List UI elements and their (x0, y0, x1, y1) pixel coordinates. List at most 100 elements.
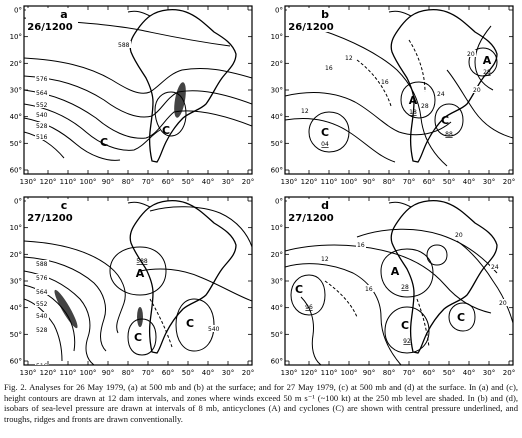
contour-label: 12 (321, 256, 329, 263)
central-america-coastline (388, 201, 412, 208)
latitude-label: 60° (271, 167, 283, 175)
contour-label: 576 (36, 275, 48, 282)
contour-label: 588 (36, 261, 48, 268)
panel-letter: d (321, 199, 329, 212)
longitude-label: 130° (281, 178, 298, 186)
contour-line (285, 92, 452, 136)
longitude-label: 100° (341, 178, 358, 186)
central-pressure: 18 (409, 109, 417, 116)
longitude-label: 110° (321, 369, 338, 377)
central-pressure: 88 (445, 131, 453, 138)
longitude-label: 110° (60, 178, 77, 186)
panel-letter: c (61, 199, 68, 212)
contour-line (149, 206, 252, 248)
longitude-label: 60° (162, 369, 174, 377)
central-pressure: 28 (401, 284, 409, 291)
cyclone-marker: C (134, 331, 142, 344)
contour-label: 528 (36, 123, 48, 130)
longitude-label: 90° (363, 178, 375, 186)
longitude-label: 50° (443, 369, 455, 377)
longitude-label: 80° (383, 178, 395, 186)
longitude-label: 50° (182, 369, 194, 377)
latitude-label: 10° (271, 33, 283, 41)
caption-text: Analyses for 26 May 1979, (a) at 500 mb … (4, 382, 518, 424)
latitude-label: 50° (271, 140, 283, 148)
longitude-label: 60° (162, 178, 174, 186)
longitude-label: 120° (301, 178, 318, 186)
contour-label: 16 (357, 242, 365, 249)
trough-line (324, 280, 358, 318)
closed-contour (448, 302, 476, 332)
latitude-label: 40° (271, 113, 283, 121)
caption-figure-label: Fig. 2. (4, 382, 27, 392)
longitude-label: 40° (463, 369, 475, 377)
central-pressure: 28 (483, 69, 491, 76)
longitude-label: 20° (242, 369, 254, 377)
longitude-label: 120° (40, 178, 57, 186)
latitude-label: 30° (271, 87, 283, 95)
longitude-label: 30° (483, 178, 495, 186)
contour-line (24, 103, 161, 151)
contour-line (24, 57, 252, 94)
latitude-label: 60° (271, 358, 283, 366)
cyclone-marker: C (162, 124, 170, 137)
contour-line (24, 256, 107, 352)
panel-b: 12 16 20 16 12 20 28 24 A A C C 28 18 04 88 b 26/1200 0° 10… (261, 0, 522, 191)
longitude-label: 40° (463, 178, 475, 186)
trough-line (149, 298, 173, 348)
latitude-label: 30° (271, 278, 283, 286)
longitude-label: 130° (20, 369, 37, 377)
longitude-label: 20° (503, 178, 515, 186)
longitude-label: 30° (222, 178, 234, 186)
longitude-label: 30° (222, 369, 234, 377)
panel-d: 12 16 20 24 16 20 C A C C 96 28 92 d 27/1200 0° 10° 20° 30… (261, 191, 522, 382)
central-pressure: 92 (403, 338, 411, 345)
contour-label: 12 (345, 55, 353, 62)
panel-letter: a (60, 8, 67, 21)
panel-time: 27/1200 (288, 213, 333, 224)
longitude-label: 120° (40, 369, 57, 377)
longitude-label: 20° (242, 178, 254, 186)
panel-time: 26/1200 (288, 22, 333, 33)
latitude-label: 10° (10, 33, 22, 41)
contour-line (24, 240, 126, 334)
latitude-label: 30° (10, 278, 22, 286)
contour-line (24, 270, 95, 365)
longitude-label: 70° (142, 369, 154, 377)
closed-contour (154, 91, 187, 137)
contour-label: 28 (421, 103, 429, 110)
cyclone-marker: C (457, 311, 465, 324)
contour-label: 564 (36, 289, 48, 296)
contour-line (356, 228, 498, 274)
latitude-label: 0° (275, 7, 283, 15)
trough-line (416, 298, 430, 348)
latitude-label: 50° (10, 331, 22, 339)
contour-line (300, 296, 322, 365)
contour-label: 540 (36, 112, 48, 119)
latitude-label: 40° (10, 113, 22, 121)
contour-label: 20 (473, 87, 481, 94)
central-pressure: 96 (305, 304, 313, 311)
south-america-coastline (129, 9, 237, 163)
contour-line (456, 240, 513, 324)
longitude-label: 130° (281, 369, 298, 377)
longitude-label: 100° (341, 369, 358, 377)
figure-caption: Fig. 2. Analyses for 26 May 1979, (a) at… (4, 382, 518, 424)
cyclone-marker: C (441, 114, 449, 127)
central-america-coastline (127, 10, 151, 17)
cyclone-marker: C (186, 317, 194, 330)
latitude-label: 0° (14, 7, 22, 15)
contour-label: 588 (118, 42, 130, 49)
closed-contour (380, 248, 434, 298)
longitude-label: 50° (443, 178, 455, 186)
contour-line (320, 29, 448, 167)
latitude-label: 50° (271, 331, 283, 339)
contour-label: 20 (499, 300, 507, 307)
contour-line (285, 244, 492, 314)
closed-contour (109, 246, 167, 296)
contour-label: 20 (467, 51, 475, 58)
south-america-coastline (390, 9, 498, 163)
contour-label: 516 (36, 363, 48, 370)
longitude-label: 30° (483, 369, 495, 377)
